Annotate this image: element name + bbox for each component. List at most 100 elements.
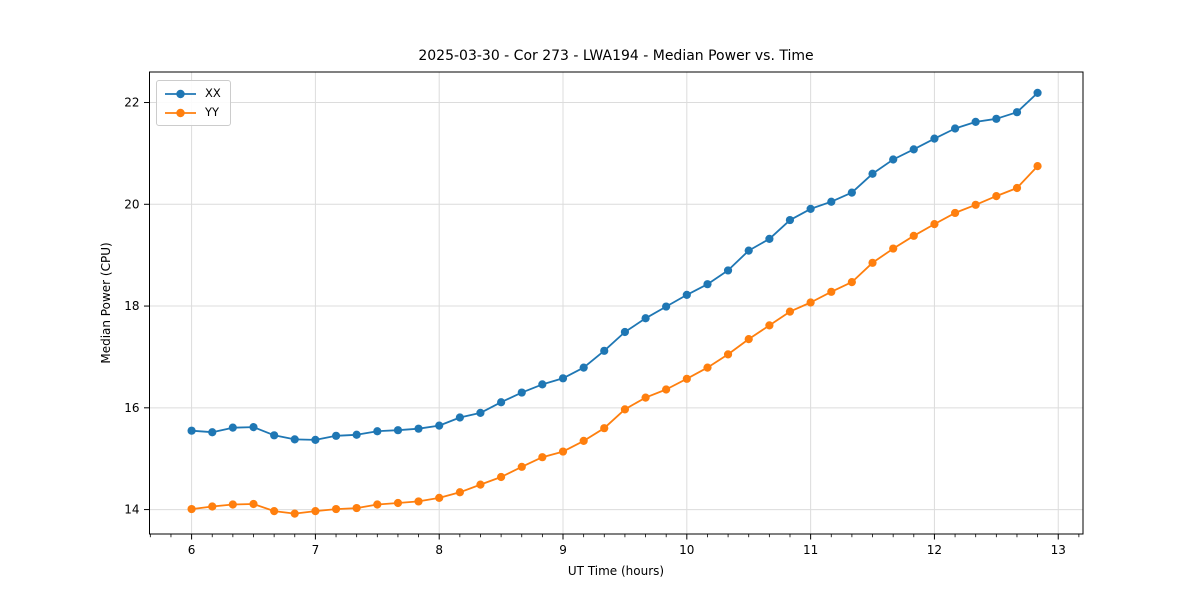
data-point-yy (847, 278, 856, 287)
data-point-yy (682, 374, 691, 383)
x-tick-label: 8 (435, 543, 443, 557)
x-tick-label: 7 (312, 543, 320, 557)
x-axis-label: UT Time (hours) (567, 564, 665, 578)
data-point-yy (971, 200, 980, 209)
legend-swatch-yy-line-marker-icon (165, 108, 196, 117)
data-point-yy (393, 498, 403, 508)
data-point-yy (827, 287, 836, 296)
data-point-xx (951, 124, 960, 133)
data-point-xx (806, 204, 815, 213)
data-point-xx (331, 431, 341, 440)
series-line-yy (190, 165, 1039, 515)
x-tick-label: 10 (679, 543, 694, 557)
data-point-xx (1012, 108, 1022, 117)
data-point-yy (1033, 162, 1042, 171)
legend: XX YY (156, 80, 231, 126)
x-tick-label: 11 (803, 543, 818, 557)
data-point-xx (538, 380, 547, 389)
legend-item-xx: XX (164, 85, 221, 102)
data-point-yy (703, 363, 712, 372)
data-point-xx (600, 346, 609, 355)
data-point-yy (187, 504, 196, 514)
data-point-yy (352, 503, 361, 513)
data-point-yy (517, 462, 526, 471)
data-point-yy (951, 208, 960, 218)
data-point-xx (455, 413, 464, 422)
data-point-xx (703, 280, 712, 289)
data-point-xx (868, 169, 877, 178)
data-point-xx (971, 117, 980, 126)
data-point-xx (641, 314, 650, 323)
data-point-yy (723, 350, 733, 359)
data-point-yy (414, 497, 423, 506)
data-point-yy (1012, 183, 1022, 193)
data-point-xx (930, 134, 939, 143)
data-point-yy (765, 321, 774, 330)
legend-label-yy: YY (205, 105, 220, 119)
legend-swatch-xx-line-marker-icon (165, 89, 196, 98)
data-point-yy (806, 298, 815, 307)
legend-item-yy: YY (164, 104, 221, 121)
data-point-xx (517, 388, 526, 397)
legend-label-xx: XX (205, 86, 221, 100)
data-point-xx (476, 408, 485, 418)
data-point-yy (476, 480, 485, 489)
data-point-xx (187, 426, 196, 435)
x-tick-label: 9 (559, 543, 567, 557)
data-point-xx (765, 234, 774, 243)
data-point-xx (208, 428, 217, 437)
data-point-xx (682, 290, 691, 299)
data-point-xx (352, 430, 361, 439)
data-point-yy (228, 500, 237, 509)
data-point-yy (373, 500, 382, 509)
x-tick-label: 6 (188, 543, 196, 557)
data-point-yy (558, 447, 568, 456)
y-tick-label: 22 (124, 96, 139, 110)
data-point-xx (744, 246, 753, 255)
data-point-yy (744, 335, 753, 344)
data-point-yy (538, 453, 547, 462)
y-tick-label: 18 (124, 299, 139, 313)
data-point-xx (662, 302, 671, 311)
data-point-yy (435, 493, 444, 502)
series-line-xx (190, 92, 1039, 441)
data-point-xx (558, 374, 568, 383)
data-point-xx (723, 266, 733, 275)
data-point-yy (455, 488, 464, 497)
data-point-xx (290, 435, 299, 444)
data-point-yy (909, 231, 918, 240)
data-point-yy (579, 436, 588, 445)
data-point-yy (785, 307, 795, 316)
data-point-yy (600, 424, 609, 433)
data-point-yy (311, 507, 320, 516)
data-point-xx (497, 398, 506, 407)
y-tick-label: 14 (124, 503, 139, 517)
data-point-xx (785, 215, 795, 225)
data-point-yy (331, 504, 341, 514)
data-point-xx (311, 435, 320, 444)
data-point-xx (270, 431, 279, 440)
data-point-yy (497, 472, 506, 482)
data-point-xx (992, 114, 1001, 123)
data-point-xx (1033, 88, 1042, 97)
data-point-xx (228, 423, 237, 432)
data-point-xx (414, 424, 423, 433)
data-point-xx (909, 145, 918, 154)
data-point-yy (641, 393, 650, 402)
data-point-xx (620, 327, 630, 337)
data-point-yy (868, 258, 877, 267)
y-tick-label: 20 (124, 197, 139, 211)
chart-title: 2025-03-30 - Cor 273 - LWA194 - Median P… (418, 48, 814, 64)
data-point-xx (373, 427, 382, 436)
data-point-yy (930, 220, 939, 229)
data-point-xx (579, 363, 588, 372)
data-point-xx (249, 423, 258, 432)
data-point-xx (435, 421, 444, 430)
data-point-yy (662, 385, 671, 394)
data-point-yy (992, 192, 1001, 201)
data-point-yy (208, 502, 217, 511)
data-point-yy (620, 405, 630, 414)
data-point-yy (290, 509, 299, 518)
